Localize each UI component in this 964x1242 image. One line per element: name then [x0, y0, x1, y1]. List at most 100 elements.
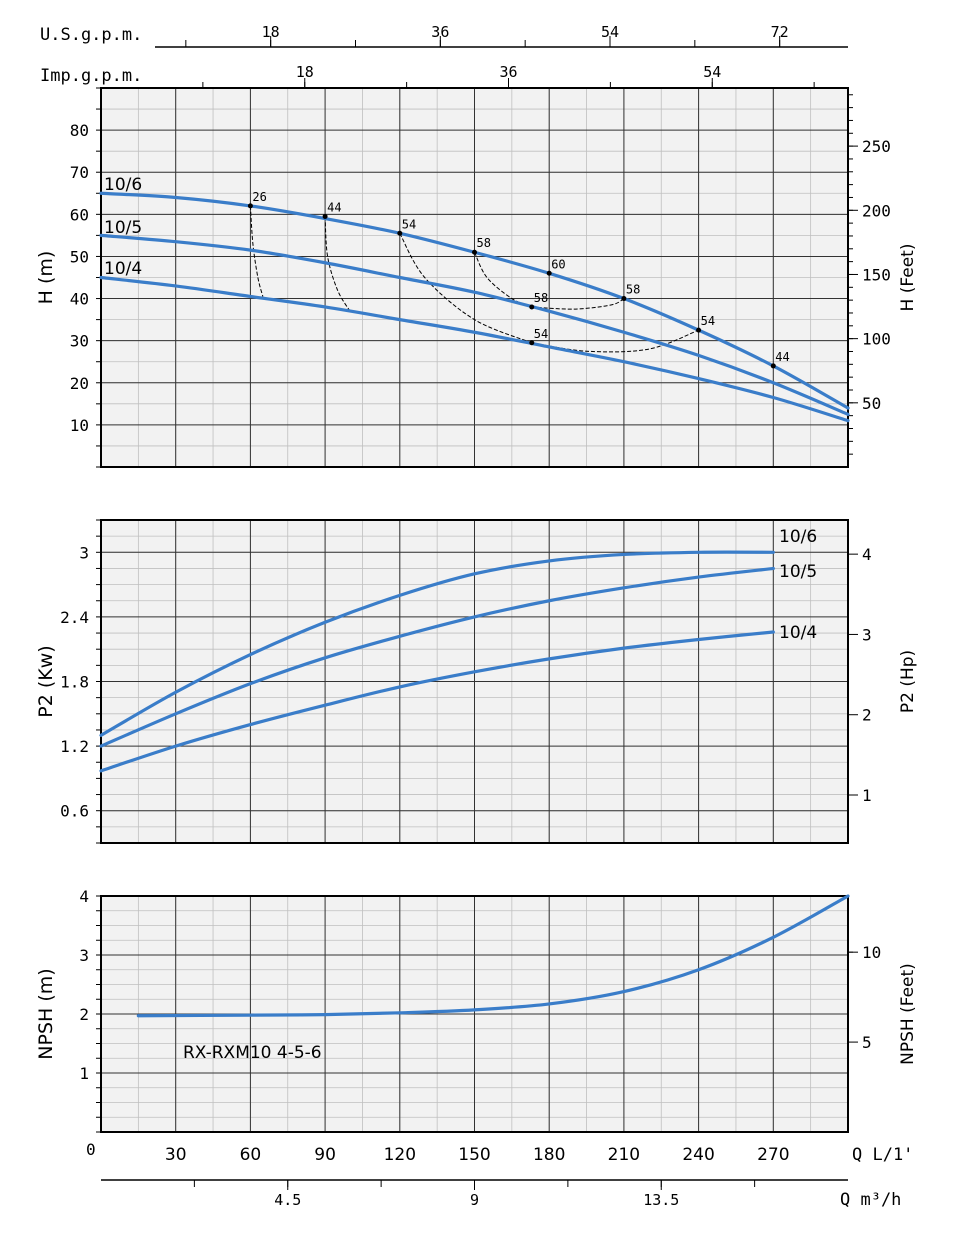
efficiency-point	[696, 327, 702, 333]
impgpm-tick-label: 54	[703, 63, 721, 81]
series-label: 10/6	[779, 527, 817, 547]
y-tick-label: 50	[70, 247, 89, 266]
efficiency-point	[472, 249, 477, 255]
usgpm-axis-title: U.S.g.p.m.	[40, 25, 142, 45]
x-tick-label: 60	[240, 1145, 262, 1165]
efficiency-point	[546, 270, 552, 276]
m3h-tick-label: 13.5	[643, 1191, 679, 1209]
efficiency-point	[621, 296, 627, 302]
x-tick-label: 150	[458, 1145, 490, 1165]
series-label: 10/5	[779, 562, 817, 582]
efficiency-label: 58	[477, 236, 491, 250]
model-label: RX-RXM10 4-5-6	[183, 1043, 322, 1063]
y-tick-label: 0.6	[60, 802, 89, 821]
efficiency-point	[529, 304, 535, 310]
y-tick-label: 10	[70, 416, 89, 435]
y-tick-label: 4	[79, 887, 89, 906]
y2-tick-label: 200	[862, 201, 891, 220]
y2-tick-label: 250	[862, 137, 891, 156]
y-tick-label: 2	[79, 1005, 89, 1024]
x-zero-label: 0	[86, 1140, 96, 1159]
series-line	[99, 566, 775, 748]
efficiency-point	[247, 203, 253, 209]
x-tick-label: 30	[165, 1145, 187, 1165]
efficiency-point	[322, 213, 328, 219]
y2-axis-title: NPSH (Feet)	[898, 963, 918, 1065]
efficiency-label: 54	[534, 327, 548, 341]
top-axes: U.S.g.p.m. 18 36 54 72 Imp.g.p.m. 18 36 54	[40, 23, 848, 88]
x-tick-label: 210	[608, 1145, 640, 1165]
usgpm-tick-label: 72	[771, 23, 789, 41]
iso-efficiency-curve	[531, 298, 625, 310]
power-panel: 0.6 1.2 1.8 2.4 3 1 2 3 4 P2 (Kw) P2 (Hp) 10/6 10/5 1…	[35, 519, 918, 844]
series-line	[99, 191, 850, 410]
npsh-panel: 1 2 3 4 5 10 NPSH (m) NPSH (Feet)	[35, 887, 918, 1133]
impgpm-axis-title: Imp.g.p.m.	[40, 66, 142, 86]
efficiency-point	[529, 340, 535, 346]
m3h-tick-label: 9	[470, 1191, 479, 1209]
y2-tick-label: 50	[862, 394, 881, 413]
y-tick-label: 2.4	[60, 608, 89, 627]
series-label: 10/5	[104, 218, 142, 238]
impgpm-tick-label: 18	[296, 63, 314, 81]
bottom-axes: 0 30 60 90 120 150 180 210 240 270 Q L/1' 4.5 9 13.5 Q…	[86, 1140, 913, 1210]
x-tick-label: 240	[682, 1145, 714, 1165]
y-axis-title: NPSH (m)	[35, 968, 57, 1059]
y2-axis-title: P2 (Hp)	[898, 650, 918, 713]
y2-axis-title: H (Feet)	[898, 244, 918, 312]
efficiency-label: 44	[775, 350, 789, 364]
efficiency-label: 60	[551, 257, 565, 271]
efficiency-point	[770, 363, 776, 369]
efficiency-label: 54	[701, 314, 715, 328]
y2-tick-label: 5	[862, 1033, 872, 1052]
y-tick-label: 1.8	[60, 673, 89, 692]
iso-efficiency-curve	[531, 329, 699, 353]
impgpm-tick-label: 36	[499, 63, 517, 81]
y2-tick-label: 3	[862, 625, 872, 644]
y2-tick-label: 10	[862, 943, 881, 962]
series-line	[99, 630, 775, 773]
series-line	[136, 894, 850, 1018]
y2-tick-label: 2	[862, 706, 872, 725]
series-line	[99, 275, 850, 423]
head-panel: 10 20 30 40 50 60 70 80 50 100 150 200 250 H (m) H (Fe…	[35, 87, 918, 468]
usgpm-tick-label: 36	[431, 23, 449, 41]
y-tick-label: 60	[70, 205, 89, 224]
y-tick-label: 1	[79, 1064, 89, 1083]
x-axis-title-m3h: Q m³/h	[840, 1190, 901, 1210]
y2-tick-label: 1	[862, 786, 872, 805]
y-tick-label: 80	[70, 121, 89, 140]
y-tick-label: 70	[70, 163, 89, 182]
y-tick-label: 3	[79, 946, 89, 965]
usgpm-tick-label: 18	[262, 23, 280, 41]
y-tick-label: 1.2	[60, 737, 89, 756]
x-tick-label: 180	[533, 1145, 565, 1165]
y2-tick-label: 150	[862, 265, 891, 284]
efficiency-label: 54	[402, 217, 416, 231]
efficiency-point	[397, 230, 403, 236]
x-tick-label: 120	[384, 1145, 416, 1165]
y-tick-label: 3	[79, 543, 89, 562]
efficiency-label: 26	[252, 190, 266, 204]
y-axis-title: H (m)	[35, 251, 57, 305]
x-tick-label: 90	[314, 1145, 336, 1165]
y-axis-title: P2 (Kw)	[35, 645, 57, 717]
series-line	[99, 550, 775, 737]
series-line	[99, 233, 850, 416]
efficiency-label: 58	[534, 291, 548, 305]
series-label: 10/4	[779, 623, 817, 643]
efficiency-label: 58	[626, 283, 640, 297]
y-tick-label: 20	[70, 374, 89, 393]
x-tick-label: 270	[757, 1145, 789, 1165]
iso-efficiency-curve	[249, 205, 264, 297]
efficiency-label: 44	[327, 200, 341, 214]
usgpm-tick-label: 54	[601, 23, 619, 41]
m3h-tick-label: 4.5	[274, 1191, 301, 1209]
y-tick-label: 40	[70, 290, 89, 309]
series-label: 10/4	[104, 259, 142, 279]
y2-tick-label: 4	[862, 545, 872, 564]
x-axis-title-lmin: Q L/1'	[852, 1145, 913, 1165]
series-label: 10/6	[104, 175, 142, 195]
y-tick-label: 30	[70, 332, 89, 351]
